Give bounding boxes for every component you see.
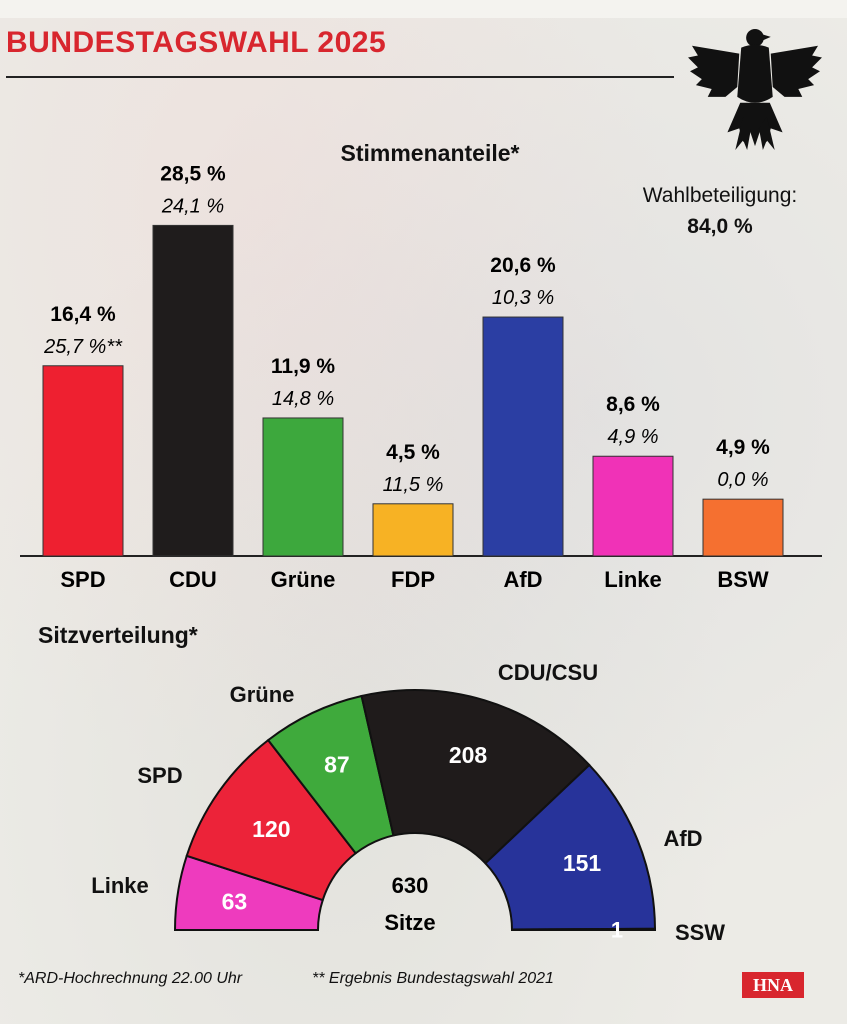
bar-grüne [262,417,344,557]
seat-party-label: CDU/CSU [498,660,598,685]
top-strip [0,0,847,18]
bar-category-label: Linke [604,567,661,592]
bar-value-label: 28,5 % [160,162,226,185]
bar-previous-label: 0,0 % [717,469,768,491]
footnote-projection: *ARD-Hochrechnung 22.00 Uhr [18,970,243,987]
seat-count-label: 1 [611,917,623,942]
seat-count-label: 151 [563,850,602,876]
bar-value-label: 16,4 % [50,303,116,326]
bar-category-label: Grüne [271,567,336,592]
title-divider [6,76,674,78]
bar-cdu [152,224,234,557]
bar-value-label: 4,9 % [716,436,770,459]
bar-previous-label: 11,5 % [383,474,444,496]
bar-value-label: 4,5 % [386,441,440,464]
seat-party-label: SPD [137,763,182,788]
seat-segment-afd [484,763,657,931]
turnout-box: Wahlbeteiligung: 84,0 % [610,180,830,242]
seat-distribution-chart: 63 Linke 120 SPD 87 Grüne 208 CDU/CSU 151 AfD 1 SSW… [91,660,725,945]
bar-category-label: CDU [169,567,217,592]
seat-party-label: AfD [663,826,702,851]
total-seats-label: Sitze [384,910,435,935]
seat-party-label: Grüne [230,682,295,707]
seat-segment-cdu-csu [360,689,591,865]
turnout-label: Wahlbeteiligung: [642,184,798,207]
bundestag-eagle-icon [688,28,822,151]
bar-value-label: 8,6 % [606,393,660,416]
bar-bsw [702,498,784,557]
seat-segment-ssw [510,927,657,931]
bar-value-label: 11,9 % [271,355,336,378]
publisher-logo: HNA [742,972,804,998]
bar-previous-label: 25,7 %** [43,336,123,358]
bar-category-label: FDP [391,567,435,592]
seat-distribution-title: Sitzverteilung* [38,622,198,648]
bar-previous-label: 4,9 % [607,426,658,448]
seat-count-label: 63 [222,888,248,914]
bar-category-label: AfD [503,567,542,592]
turnout-value: 84,0 % [687,215,753,238]
bar-spd [42,365,124,557]
vote-share-bar-chart: 16,4 % 25,7 %** SPD 28,5 % 24,1 % CDU 11,9 % 14… [20,162,822,592]
total-seats-value: 630 [392,873,429,898]
bar-fdp [372,503,454,557]
seat-party-label: Linke [91,873,148,898]
bar-afd [482,316,564,557]
bar-previous-label: 24,1 % [161,195,224,217]
bar-previous-label: 10,3 % [492,287,554,309]
vote-share-title: Stimmenanteile* [340,140,520,166]
seat-count-label: 120 [252,816,290,842]
seat-count-label: 87 [324,752,350,778]
page-title: BUNDESTAGSWAHL 2025 [6,26,387,59]
bar-category-label: SPD [60,567,105,592]
seat-count-label: 208 [449,742,488,768]
footnote-previous-result: ** Ergebnis Bundestagswahl 2021 [312,970,554,987]
bar-value-label: 20,6 % [490,254,556,277]
seat-party-label: SSW [675,920,725,945]
bar-category-label: BSW [717,567,769,592]
bar-previous-label: 14,8 % [272,388,334,410]
bar-linke [592,455,674,557]
